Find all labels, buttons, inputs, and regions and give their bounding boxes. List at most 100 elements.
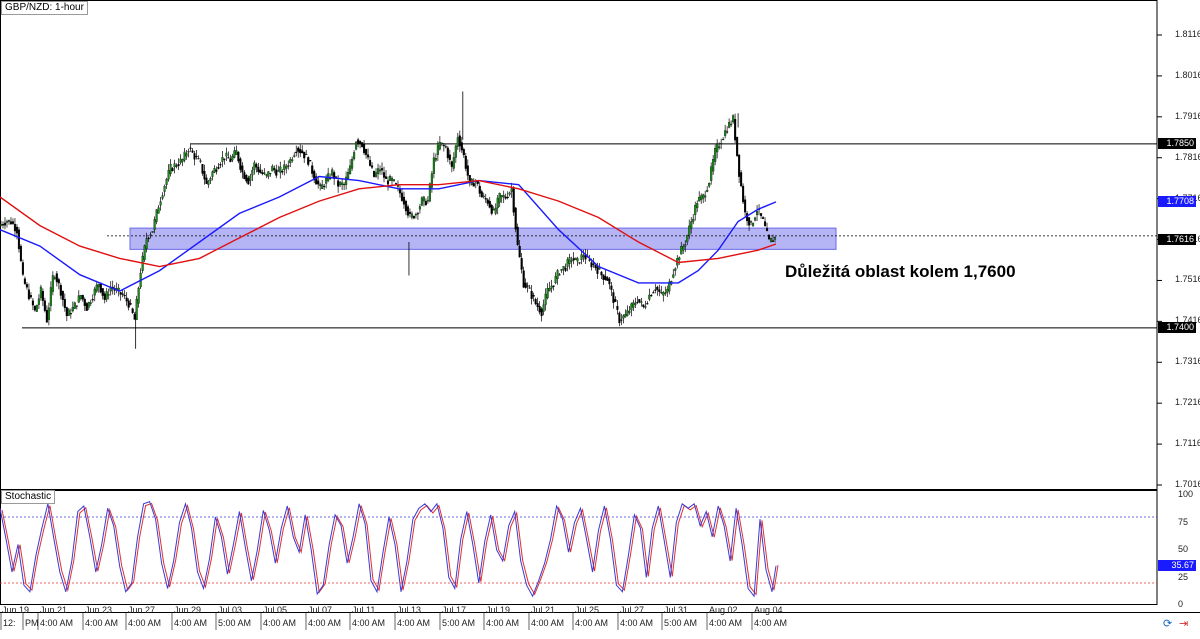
candle-body [460, 142, 463, 151]
candle-body [179, 158, 182, 164]
x-time-label: 4:00 AM [709, 618, 743, 628]
candle-body [199, 160, 202, 162]
candle-body [251, 169, 254, 176]
x-date-label: Jul 19 [486, 605, 511, 615]
candle-body [301, 150, 304, 154]
candle-body [754, 217, 757, 221]
candle-body [335, 176, 338, 178]
candle-body [438, 142, 441, 150]
candle-body [103, 293, 106, 300]
x-time-label: 4:00 AM [128, 618, 162, 628]
candle-body [247, 177, 250, 185]
candle-body [189, 147, 192, 149]
candle-body [313, 170, 316, 181]
candle-body [217, 166, 220, 169]
candle-body [359, 140, 362, 145]
candle-body [388, 176, 392, 181]
candle-body [714, 148, 717, 162]
x-time-label: 4:00 AM [263, 618, 297, 628]
candle-body [520, 258, 523, 270]
candle-body [456, 137, 459, 147]
candle-body [351, 158, 354, 169]
candle-body [347, 171, 350, 180]
sync-icon[interactable]: ⟳ [1163, 618, 1173, 630]
candle-body [756, 211, 759, 215]
candle-body [39, 286, 42, 299]
candle-body [51, 275, 54, 292]
candle-body [402, 196, 406, 205]
candle-body [482, 195, 485, 198]
candle-body [29, 295, 32, 298]
candle-body [500, 195, 503, 198]
candle-body [562, 265, 565, 270]
stochastic-tick-label: 25 [1178, 571, 1189, 582]
candle-body [87, 302, 90, 308]
candle-body [185, 153, 188, 157]
candle-body [638, 299, 641, 303]
candle-body [155, 209, 158, 222]
candle-body [578, 262, 581, 264]
candle-body [157, 207, 160, 214]
x-date-label: Jul 25 [575, 605, 600, 615]
candle-body [159, 201, 162, 206]
candle-body [680, 246, 683, 255]
y-tick-label: 1.7516 [1175, 274, 1200, 285]
candle-body [227, 157, 230, 159]
x-date-label: Aug 02 [709, 605, 738, 615]
candle-body [239, 158, 242, 170]
candle-body [742, 185, 745, 203]
y-tick-label: 1.8016 [1175, 69, 1200, 80]
candle-body [378, 169, 382, 172]
candle-body [472, 183, 475, 187]
candle-body [534, 299, 537, 304]
candle-body [287, 165, 290, 167]
stochastic-tick-label: 0 [1178, 599, 1184, 609]
candle-body [221, 157, 224, 162]
candle-body [538, 305, 541, 313]
candle-body [618, 312, 621, 324]
candle-body [508, 192, 511, 195]
candle-body [289, 159, 292, 164]
candle-body [624, 314, 627, 318]
candle-body [678, 257, 681, 260]
candle-body [498, 193, 501, 203]
candle-body [478, 185, 481, 194]
candle-body [243, 172, 246, 180]
candle-body [219, 164, 222, 166]
candle-body [594, 265, 597, 268]
candle-body [337, 180, 340, 187]
scroll-end-icon[interactable]: ⇥ [1179, 618, 1189, 630]
candle-body [672, 274, 675, 278]
candle-body [129, 303, 132, 305]
candle-body [514, 207, 517, 230]
candle-body [43, 300, 46, 311]
candle-body [191, 150, 194, 153]
candle-body [759, 213, 763, 216]
candle-body [149, 234, 152, 236]
x-time-label: 4:00 AM [397, 618, 431, 628]
candle-body [165, 179, 168, 185]
candle-body [77, 295, 80, 303]
candle-body [610, 285, 613, 290]
candle-body [93, 288, 96, 296]
candle-body [396, 185, 400, 187]
candle-body [720, 143, 723, 145]
candle-body [277, 170, 280, 172]
candle-body [516, 226, 519, 245]
candle-body [696, 203, 699, 209]
candle-body [622, 315, 625, 319]
candle-body [131, 308, 134, 313]
candle-body [632, 302, 635, 308]
candle-body [502, 195, 505, 198]
candle-body [550, 285, 553, 289]
price-tag: 1.7850 [1158, 137, 1196, 149]
candle-body [458, 135, 461, 147]
candle-body [446, 147, 449, 159]
candle-body [736, 136, 739, 156]
candle-body [177, 164, 180, 167]
candle-body [430, 173, 433, 188]
candle-body [763, 221, 767, 227]
candle-body [640, 301, 643, 303]
candle-body [285, 166, 288, 169]
